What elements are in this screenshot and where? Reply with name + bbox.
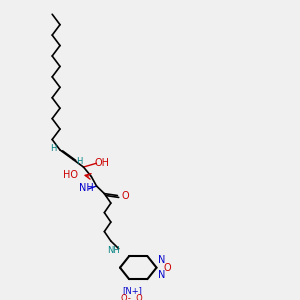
Text: NH: NH [79,183,94,193]
Text: OH: OH [94,158,109,168]
Text: O: O [122,190,129,200]
Text: H: H [76,157,83,166]
Text: N: N [158,270,165,280]
Text: H: H [50,144,57,153]
Text: N: N [158,255,165,265]
Text: HO: HO [63,169,78,180]
Text: O: O [163,262,171,273]
Text: O-  O: O- O [121,293,142,300]
Text: NH: NH [107,246,120,255]
Text: [N+]: [N+] [122,286,142,295]
